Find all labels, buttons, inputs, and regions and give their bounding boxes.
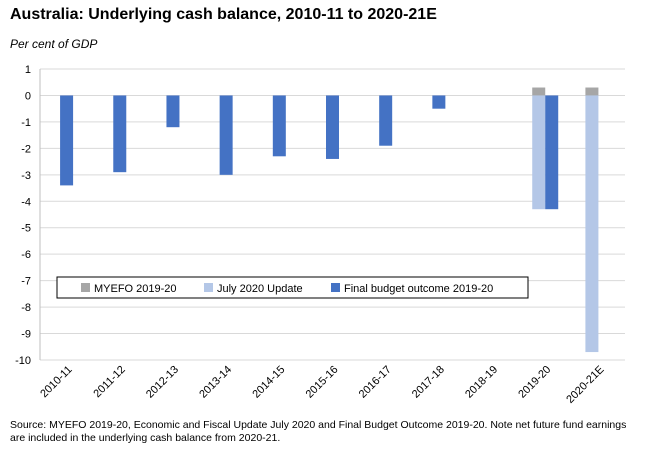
- y-tick-label: -2: [21, 143, 31, 155]
- x-tick-label: 2018-19: [463, 364, 500, 401]
- y-axis-unit-label: Per cent of GDP: [10, 37, 98, 51]
- x-tick-labels: 2010-11 2011-12 2012-13 2013-14 2014-15 2015-…: [38, 364, 606, 406]
- bar-final-budget-outcome-2019-20: [432, 95, 446, 109]
- legend-swatch: [81, 283, 90, 292]
- chart-title: Australia: Underlying cash balance, 2010…: [10, 6, 437, 23]
- y-tick-label: -5: [21, 223, 31, 235]
- y-tick-label: -4: [21, 196, 31, 208]
- y-tick-label: -6: [21, 249, 31, 261]
- x-tick-label: 2017-18: [410, 364, 447, 401]
- y-tick-label: 1: [25, 64, 31, 76]
- bar-myefo-2019-20: [532, 87, 546, 96]
- legend-swatch: [331, 283, 340, 292]
- x-tick-label: 2020-21E: [564, 364, 606, 406]
- y-tick-label: -1: [21, 117, 31, 129]
- x-tick-label: 2019-20: [516, 364, 553, 401]
- y-tick-label: -7: [21, 276, 31, 288]
- legend-label: July 2020 Update: [217, 283, 303, 295]
- bar-myefo-2019-20: [585, 87, 599, 96]
- bar-final-budget-outcome-2019-20: [166, 95, 180, 128]
- bar-final-budget-outcome-2019-20: [219, 95, 233, 175]
- legend-box: [56, 276, 529, 299]
- legend-swatch: [204, 283, 213, 292]
- bar-final-budget-outcome-2019-20: [545, 95, 559, 210]
- x-tick-label: 2012-13: [144, 364, 181, 401]
- legend: MYEFO 2019-20 July 2020 Update Final budge…: [56, 276, 529, 299]
- gridlines: [40, 68, 625, 361]
- bar-chart: 10-1-2-3-4-5-6-7-8-9-10 2010-11 2011-12 20…: [15, 64, 625, 406]
- y-tick-label: -8: [21, 302, 31, 314]
- bars: [60, 87, 599, 353]
- y-tick-label: 0: [25, 90, 31, 102]
- bar-final-budget-outcome-2019-20: [113, 95, 127, 173]
- source-note: Source: MYEFO 2019-20, Economic and Fisc…: [10, 419, 627, 444]
- x-tick-label: 2014-15: [250, 364, 287, 401]
- x-tick-label: 2011-12: [91, 364, 127, 400]
- bar-july-2020-update: [585, 95, 599, 353]
- y-tick-label: -10: [15, 355, 31, 367]
- bar-july-2020-update: [532, 95, 546, 210]
- y-tick-label: -3: [21, 170, 31, 182]
- x-tick-label: 2016-17: [357, 364, 394, 401]
- legend-label: MYEFO 2019-20: [94, 283, 177, 295]
- bar-final-budget-outcome-2019-20: [60, 95, 74, 186]
- legend-label: Final budget outcome 2019-20: [344, 283, 493, 295]
- bar-final-budget-outcome-2019-20: [272, 95, 286, 157]
- y-tick-labels: 1 0 -1 -2 -3 -4 -5 -6 -7 -8 -9 -10: [15, 64, 31, 367]
- bar-final-budget-outcome-2019-20: [326, 95, 339, 159]
- bar-final-budget-outcome-2019-20: [379, 95, 393, 146]
- y-tick-label: -9: [21, 329, 31, 341]
- x-tick-label: 2013-14: [197, 364, 234, 401]
- x-tick-label: 2010-11: [38, 364, 74, 400]
- x-tick-label: 2015-16: [304, 364, 341, 401]
